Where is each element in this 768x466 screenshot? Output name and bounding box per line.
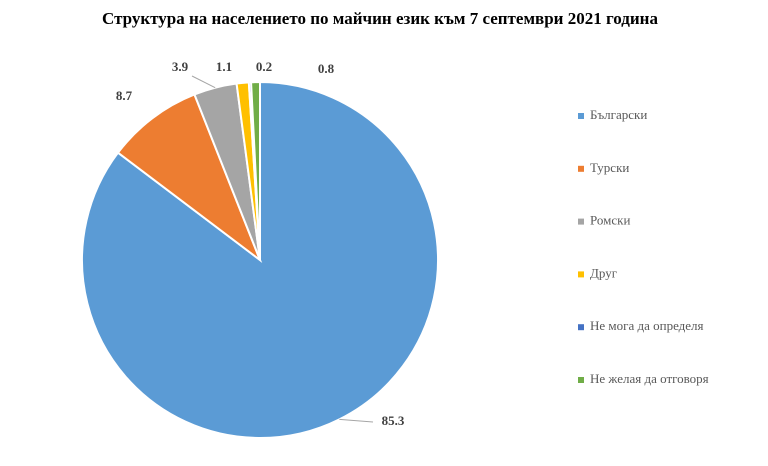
pie-slice (116, 93, 263, 263)
data-label: 1.1 (216, 59, 232, 74)
data-label: 3.9 (172, 59, 189, 74)
pie-slice (250, 80, 261, 261)
data-label: 0.8 (318, 61, 335, 76)
legend-swatch (578, 324, 584, 331)
legend-label: Турски (590, 160, 629, 175)
legend-swatch (578, 218, 584, 225)
legend-label: Ромски (590, 213, 630, 228)
legend-label: Друг (590, 265, 617, 280)
leader-line (191, 75, 216, 89)
data-label: 8.7 (116, 88, 133, 103)
legend-label: Български (590, 107, 647, 122)
chart-title: Структура на населението по майчин език … (102, 9, 658, 28)
legend-swatch (578, 113, 584, 119)
data-label: 85.3 (382, 413, 405, 428)
leader-line (339, 418, 374, 423)
legend-label: Не желая да отговоря (590, 371, 709, 386)
legend-swatch (578, 165, 584, 172)
data-label: 0.2 (256, 59, 272, 74)
legend-swatch (578, 271, 584, 278)
legend-label: Не мога да определя (590, 318, 704, 333)
legend-swatch (578, 377, 584, 383)
